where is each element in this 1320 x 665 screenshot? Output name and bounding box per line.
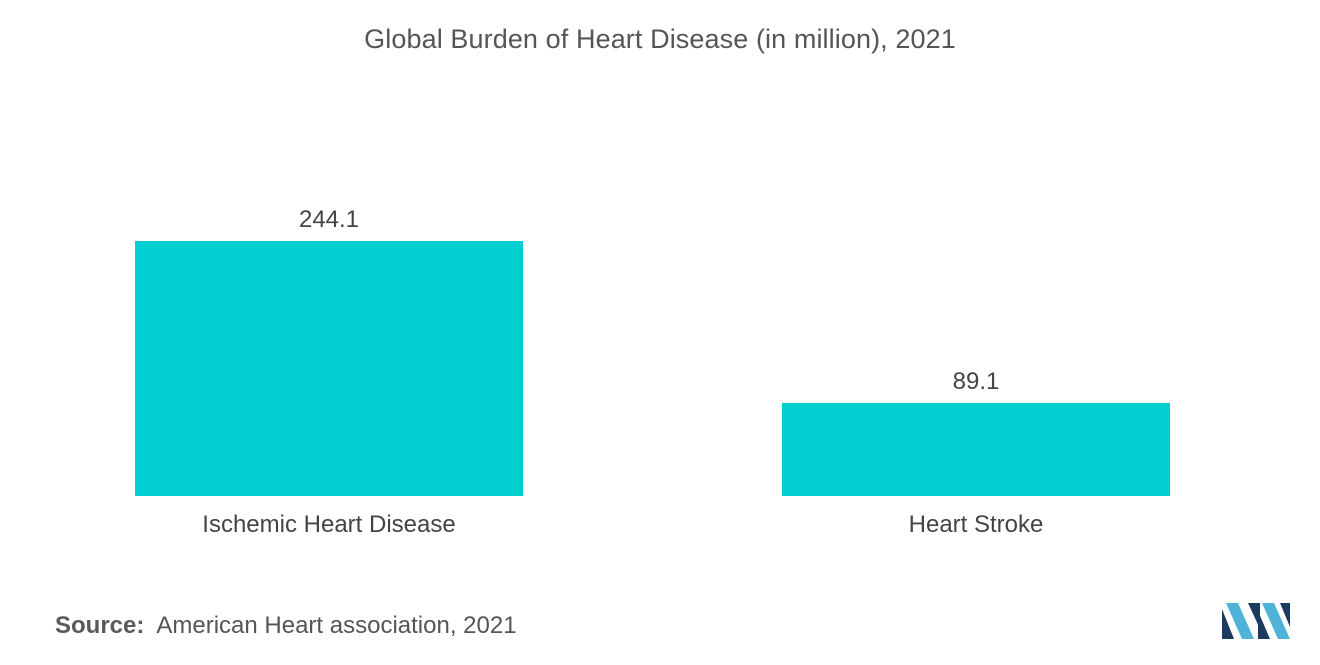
bar-heart-stroke [782,402,1170,496]
logo-right-light-shape [1262,603,1290,639]
logo-right-top-shape [1280,603,1290,627]
chart-title: Global Burden of Heart Disease (in milli… [364,24,956,54]
category-label: Ischemic Heart Disease [202,511,455,538]
source-label: Source: [55,612,145,639]
logo-mid-dark-shape [1248,603,1260,629]
category-label: Heart Stroke [909,511,1044,538]
mordor-intelligence-logo-icon [1222,603,1290,639]
source-footer: Source: American Heart association, 2021 [55,612,517,640]
logo-left-light-shape [1226,603,1254,639]
data-label: 89.1 [953,368,1000,395]
logo-right-dark-shape [1258,611,1270,639]
logo-left-dark-shape [1222,609,1234,639]
source-text: American Heart association, 2021 [156,612,517,639]
bar-chart: 244.1 Ischemic Heart Disease 89.1 Heart Str… [135,206,1170,538]
data-label: 244.1 [299,206,359,233]
bar-ischemic-heart-disease [135,241,523,496]
